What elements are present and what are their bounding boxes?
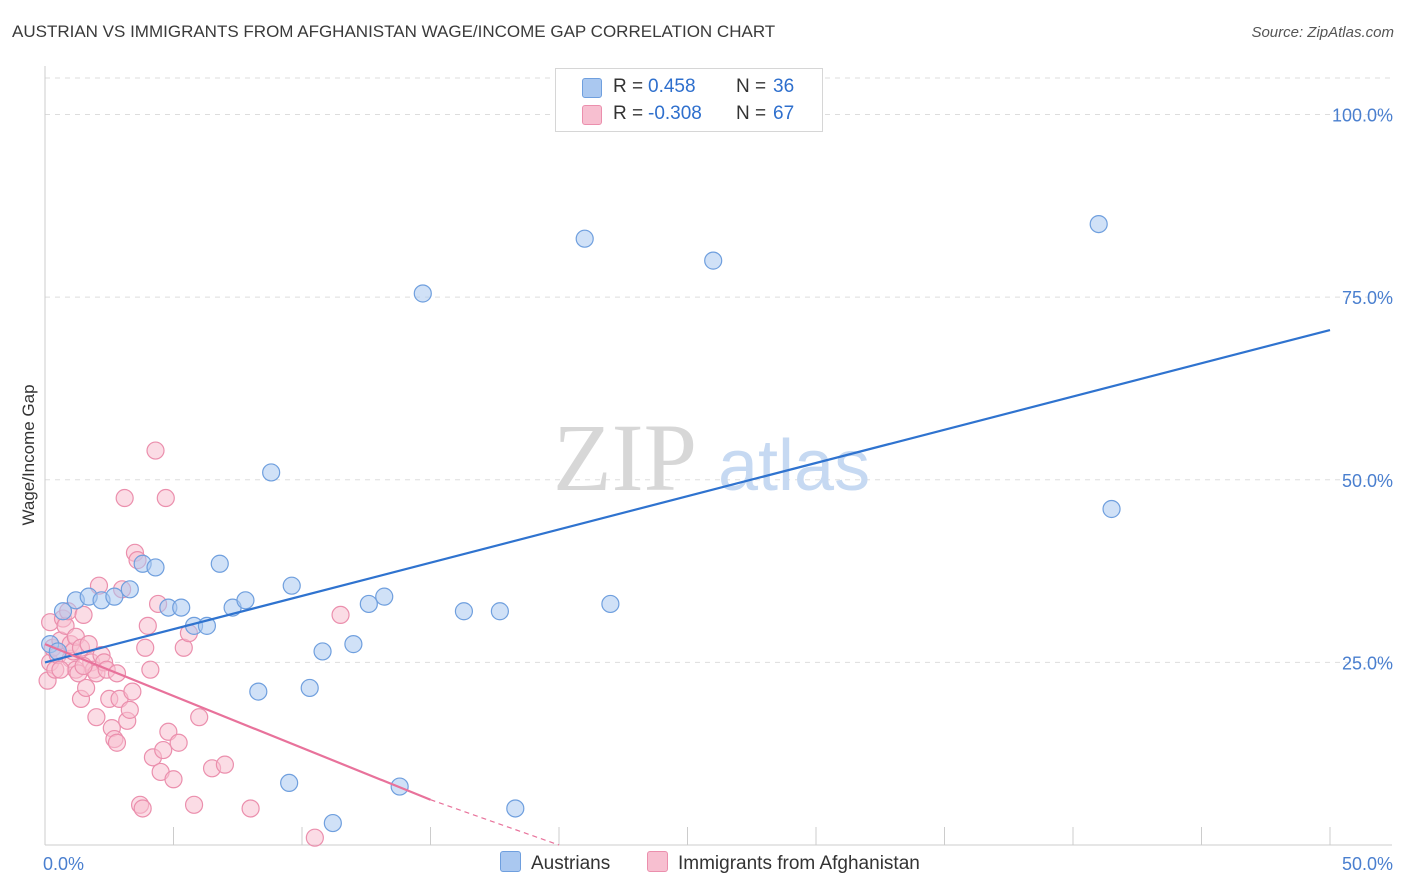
- tick-labels: 25.0% 50.0% 75.0% 100.0% 0.0% 50.0%: [43, 106, 1393, 874]
- austrians-point: [506, 799, 525, 818]
- afghanistan-point: [51, 660, 70, 679]
- bottom-legend-swatch-pink: [647, 851, 668, 872]
- bottom-legend-austrians: Austrians: [500, 851, 610, 875]
- austrians-point: [280, 773, 299, 793]
- austrians-point: [236, 591, 255, 610]
- austrians-point: [53, 602, 73, 621]
- watermark: ZIP atlas: [553, 404, 870, 511]
- legend-n-label: N =: [736, 76, 767, 97]
- legend-n-value: 36: [773, 76, 795, 97]
- austrians-point: [704, 251, 723, 270]
- afghanistan-point: [141, 660, 160, 679]
- austrians-point: [490, 602, 509, 621]
- legend-r-label: R =: [613, 76, 644, 97]
- legend-row-afghanistan: R = -0.308 N = 67: [556, 101, 822, 127]
- afghanistan-point: [215, 755, 234, 774]
- correlation-legend: R = 0.458 N = 36 R = -0.308 N = 67: [555, 68, 823, 132]
- bottom-legend-label: Immigrants from Afghanistan: [678, 853, 920, 874]
- afghanistan-point: [123, 682, 142, 701]
- y-tick-label: 25.0%: [1342, 653, 1393, 673]
- afghanistan-point: [133, 799, 152, 818]
- austrians-point: [313, 642, 332, 661]
- austrians-point: [1089, 214, 1108, 234]
- afghanistan-trend-extension: [430, 799, 560, 846]
- austrians-point: [413, 284, 432, 303]
- austrians-point: [210, 554, 229, 573]
- afghanistan-point: [305, 828, 324, 847]
- austrians-points: [41, 214, 1121, 833]
- afghanistan-point: [74, 605, 93, 625]
- austrians-point: [323, 813, 342, 833]
- austrians-point: [1102, 499, 1121, 519]
- watermark-zip: ZIP: [553, 404, 697, 511]
- afghanistan-point: [331, 605, 350, 625]
- afghanistan-point: [136, 638, 155, 657]
- afghanistan-point: [184, 795, 204, 814]
- afghanistan-point: [154, 740, 173, 760]
- y-tick-label: 100.0%: [1332, 106, 1393, 126]
- y-tick-label: 75.0%: [1342, 288, 1393, 308]
- afghanistan-point: [115, 488, 134, 508]
- austrians-point: [344, 635, 363, 654]
- x-tick-label: 50.0%: [1342, 854, 1393, 874]
- austrians-point: [146, 558, 165, 577]
- afghanistan-point: [79, 635, 98, 654]
- afghanistan-point: [120, 700, 139, 719]
- chart-title: AUSTRIAN VS IMMIGRANTS FROM AFGHANISTAN …: [12, 22, 776, 41]
- austrians-point: [249, 682, 268, 701]
- afghanistan-point: [146, 441, 165, 460]
- afghanistan-point: [169, 733, 188, 752]
- austrians-point: [262, 463, 281, 482]
- austrians-point: [120, 580, 139, 599]
- legend-r-value: 0.458: [648, 76, 696, 97]
- afghanistan-point: [107, 733, 127, 752]
- legend-r-value: -0.308: [648, 103, 702, 124]
- afghanistan-point: [87, 708, 106, 727]
- afghanistan-point: [77, 678, 96, 698]
- austrians-point: [375, 587, 394, 606]
- austrians-point: [282, 576, 301, 595]
- source-label: Source: ZipAtlas.com: [1251, 24, 1394, 41]
- legend-row-austrians: R = 0.458 N = 36: [556, 74, 822, 100]
- austrians-point: [601, 594, 620, 614]
- bottom-legend-afghanistan: Immigrants from Afghanistan: [647, 851, 920, 875]
- afghanistan-points: [38, 441, 350, 847]
- legend-r-label: R =: [613, 103, 644, 124]
- austrians-point: [300, 678, 319, 698]
- austrians-point: [105, 587, 124, 606]
- grid-lines: [45, 77, 1392, 663]
- austrians-point: [172, 598, 191, 617]
- austrians-point: [359, 594, 378, 614]
- afghanistan-point: [190, 708, 209, 727]
- y-tick-label: 50.0%: [1342, 471, 1393, 491]
- austrians-point: [454, 602, 474, 621]
- bottom-legend-swatch-blue: [500, 851, 521, 872]
- watermark-atlas: atlas: [718, 426, 870, 506]
- legend-swatch-pink: [582, 105, 602, 125]
- trend-lines: [44, 328, 1331, 846]
- afghanistan-trend-line: [44, 643, 431, 801]
- legend-n-label: N =: [736, 103, 767, 124]
- bottom-legend-label: Austrians: [531, 853, 611, 874]
- axes: [44, 66, 1392, 846]
- afghanistan-point: [138, 616, 157, 635]
- x-tick-label: 0.0%: [43, 854, 84, 874]
- afghanistan-point: [156, 488, 175, 508]
- austrians-trend-line: [44, 328, 1331, 664]
- austrians-point: [575, 229, 594, 248]
- afghanistan-point: [241, 799, 260, 818]
- y-axis-label: Wage/Income Gap: [19, 384, 38, 525]
- legend-n-value: 67: [773, 103, 795, 124]
- legend-swatch-blue: [582, 78, 602, 98]
- afghanistan-point: [164, 770, 183, 789]
